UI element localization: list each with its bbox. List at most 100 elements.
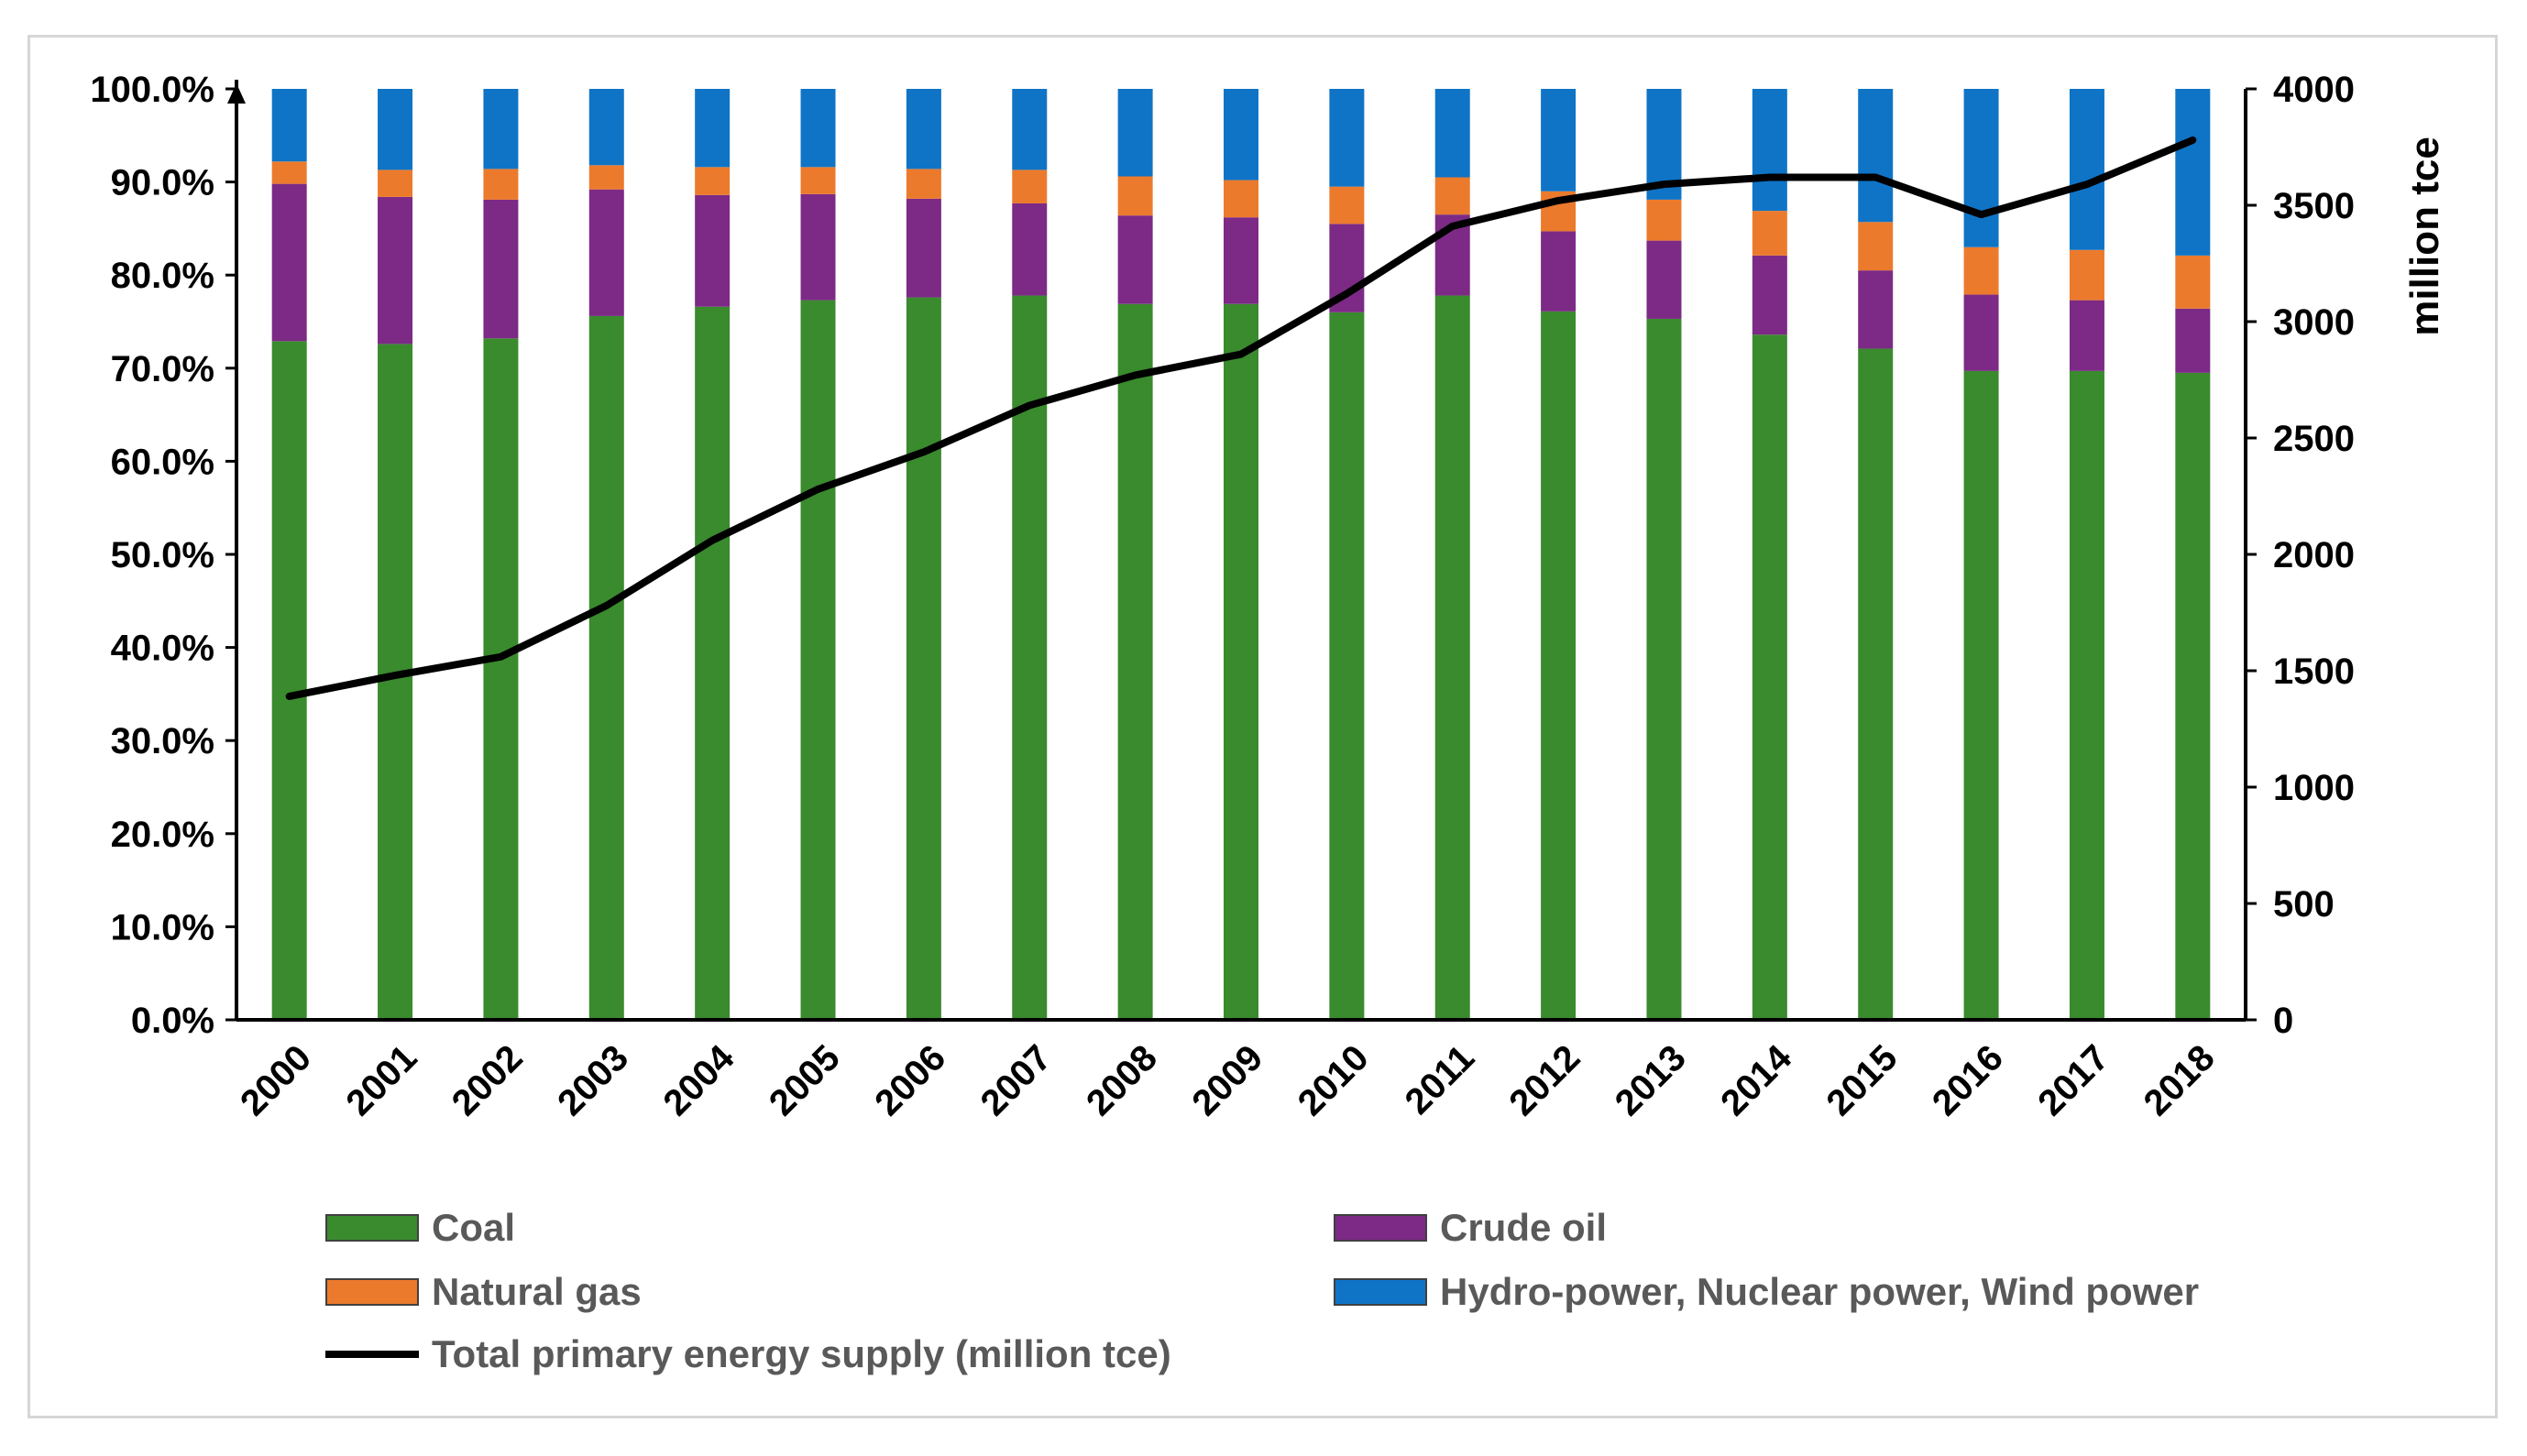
bar-coal-2016 [1963,370,1999,1020]
x-tick-label-2004: 2004 [655,1037,742,1124]
bar-crude-oil-2015 [1858,270,1894,349]
bar-coal-2010 [1329,312,1365,1021]
line-point-2003 [605,604,608,607]
bar-coal-2002 [483,338,519,1021]
x-tick-label-2005: 2005 [762,1037,848,1123]
bar-hydro-power-nuclear-power-wind-power-2010 [1329,89,1365,187]
bar-hydro-power-nuclear-power-wind-power-2017 [2069,89,2104,250]
bar-hydro-power-nuclear-power-wind-power-2012 [1541,89,1577,192]
y-left-tick-label: 0.0% [131,1001,214,1041]
x-tick-label-2009: 2009 [1184,1037,1270,1123]
bar-crude-oil-2012 [1541,231,1577,312]
line-point-2007 [1028,404,1031,407]
y-left-tick-label: 10.0% [111,907,214,947]
line-point-2008 [1134,374,1137,377]
x-tick-label-2011: 2011 [1398,1037,1482,1122]
y-right-tick-label: 1000 [2273,768,2355,808]
bar-hydro-power-nuclear-power-wind-power-2003 [588,89,624,166]
y-left-tick-label: 50.0% [111,535,214,575]
line-point-2014 [1768,176,1771,179]
y-left-tick-label: 90.0% [111,163,214,203]
bar-coal-2017 [2069,370,2104,1020]
bar-hydro-power-nuclear-power-wind-power-2004 [695,89,731,168]
x-tick-label-2010: 2010 [1291,1037,1377,1123]
bar-crude-oil-2017 [2069,300,2104,371]
bar-coal-2015 [1858,348,1894,1020]
line-point-2004 [711,539,714,542]
bar-natural-gas-2000 [271,161,307,184]
line-point-2018 [2192,138,2194,141]
line-point-2015 [1874,176,1877,179]
legend-item-crude-oil: Crude oil [1334,1206,1607,1250]
legend-label-total-supply: Total primary energy supply (million tce… [432,1332,1171,1375]
bar-hydro-power-nuclear-power-wind-power-2005 [800,89,836,168]
y-right-axis-title: million tce [2402,137,2447,336]
line-point-2001 [394,674,397,677]
bar-hydro-power-nuclear-power-wind-power-2018 [2175,89,2211,256]
bar-natural-gas-2005 [800,167,836,194]
bar-natural-gas-2014 [1752,211,1787,256]
y-right-tick-label: 3000 [2273,302,2355,343]
legend-item-coal: Coal [325,1206,515,1250]
bar-hydro-power-nuclear-power-wind-power-2000 [271,89,307,162]
legend-item-natural-gas: Natural gas [325,1270,642,1314]
y-right-tick-label: 3500 [2273,186,2355,226]
bar-hydro-power-nuclear-power-wind-power-2007 [1012,89,1048,170]
bar-natural-gas-2011 [1434,177,1470,215]
x-tick-label-2007: 2007 [973,1037,1060,1123]
bar-natural-gas-2002 [483,169,519,200]
legend-swatch-crude-oil [1334,1214,1427,1242]
x-tick-label-2014: 2014 [1713,1037,1800,1124]
x-tick-label-2017: 2017 [2030,1037,2116,1123]
bar-crude-oil-2005 [800,193,836,301]
bar-crude-oil-2013 [1646,240,1682,319]
bar-crude-oil-2009 [1224,217,1258,304]
tick-layer: 0.0% 10.0% 20.0% 30.0% 40.0% 50.0% 60.0% 70.0% 8… [90,70,2355,1123]
y-left-tick-label: 100.0% [90,70,214,110]
bar-crude-oil-2003 [588,189,624,316]
y-right-tick-label: 2000 [2273,535,2355,575]
bar-coal-2014 [1752,334,1787,1020]
x-tick-label-2012: 2012 [1501,1037,1588,1123]
bar-natural-gas-2016 [1963,246,1999,295]
line-point-2010 [1346,292,1348,295]
bar-natural-gas-2001 [378,170,413,197]
bar-crude-oil-2014 [1752,255,1787,335]
bar-coal-2004 [695,306,731,1020]
bar-crude-oil-2018 [2175,308,2211,373]
legend-label-hydro-nuclear-wind: Hydro-power, Nuclear power, Wind power [1440,1270,2200,1313]
y-left-tick-label: 40.0% [111,629,214,669]
y-left-tick-label: 20.0% [111,815,214,855]
bar-hydro-power-nuclear-power-wind-power-2001 [378,89,413,170]
line-point-2002 [500,655,502,658]
x-tick-label-2003: 2003 [550,1037,636,1123]
line-point-2000 [288,695,291,697]
legend-item-hydro-nuclear-wind: Hydro-power, Nuclear power, Wind power [1334,1270,2199,1314]
bar-crude-oil-2016 [1963,294,1999,371]
bar-natural-gas-2008 [1117,176,1153,216]
bar-natural-gas-2004 [695,167,731,195]
line-point-2013 [1663,183,1665,186]
bar-crude-oil-2002 [483,199,519,339]
bar-coal-2007 [1012,295,1048,1020]
line-point-2011 [1451,224,1454,227]
y-right-tick-label: 1500 [2273,651,2355,692]
line-point-2016 [1980,213,1983,216]
bar-hydro-power-nuclear-power-wind-power-2016 [1963,89,1999,247]
bar-coal-2012 [1541,311,1577,1021]
bar-natural-gas-2013 [1646,199,1682,241]
bar-hydro-power-nuclear-power-wind-power-2006 [906,89,941,170]
line-point-2017 [2085,183,2088,186]
y-right-tick-label: 500 [2273,884,2335,925]
legend-label-crude-oil: Crude oil [1440,1206,1608,1249]
bar-hydro-power-nuclear-power-wind-power-2009 [1224,89,1258,181]
bar-coal-2006 [906,297,941,1021]
bar-crude-oil-2001 [378,196,413,345]
y-left-tick-label: 60.0% [111,442,214,482]
bar-coal-2013 [1646,318,1682,1020]
bar-crude-oil-2007 [1012,203,1048,296]
legend-swatch-hydro-nuclear-wind [1334,1278,1427,1306]
bar-coal-2005 [800,300,836,1021]
y-right-tick-label: 0 [2273,1001,2293,1041]
x-tick-label-2015: 2015 [1819,1037,1906,1123]
